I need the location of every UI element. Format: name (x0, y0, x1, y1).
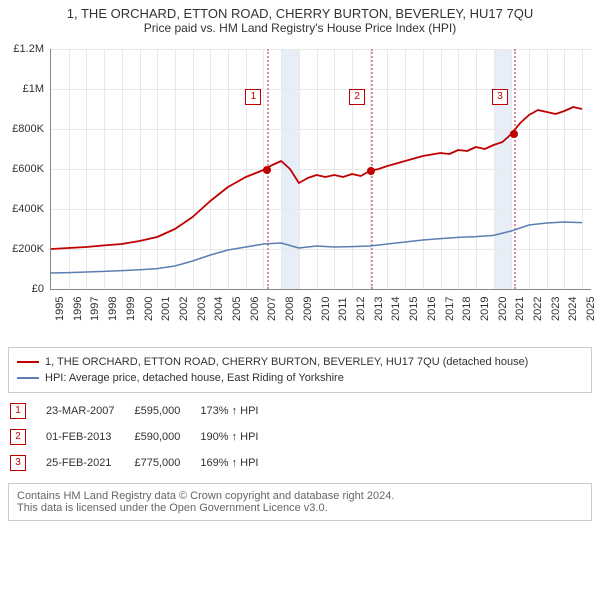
y-axis-label: £600K (0, 163, 44, 175)
sale-row-hpi: 190% ↑ HPI (200, 425, 276, 449)
sale-row-hpi: 173% ↑ HPI (200, 399, 276, 423)
sale-row-price: £590,000 (134, 425, 198, 449)
x-axis-label: 2010 (320, 297, 332, 321)
chart-title: 1, THE ORCHARD, ETTON ROAD, CHERRY BURTO… (0, 0, 600, 21)
chart-subtitle: Price paid vs. HM Land Registry's House … (0, 21, 600, 39)
chart-area: 123 £0 £200K £400K £600K £800K £1M £1.2M 1995 19… (0, 39, 600, 339)
x-axis-label: 2003 (196, 297, 208, 321)
sale-row-hpi: 169% ↑ HPI (200, 451, 276, 475)
footer-attribution: Contains HM Land Registry data © Crown c… (8, 483, 592, 521)
sale-row-date: 01-FEB-2013 (46, 425, 132, 449)
sale-row-badge: 2 (10, 429, 26, 445)
legend: 1, THE ORCHARD, ETTON ROAD, CHERRY BURTO… (8, 347, 592, 393)
sale-row-date: 23-MAR-2007 (46, 399, 132, 423)
sales-table-row: 1 23-MAR-2007£595,000173% ↑ HPI (10, 399, 276, 423)
x-axis-label: 2002 (178, 297, 190, 321)
x-axis-label: 2025 (585, 297, 597, 321)
sale-row-badge: 3 (10, 455, 26, 471)
x-axis-label: 2005 (231, 297, 243, 321)
x-axis-label: 2022 (532, 297, 544, 321)
sale-row-date: 25-FEB-2021 (46, 451, 132, 475)
legend-label-property: 1, THE ORCHARD, ETTON ROAD, CHERRY BURTO… (45, 356, 528, 368)
x-axis-label: 2000 (143, 297, 155, 321)
legend-item-hpi: HPI: Average price, detached house, East… (17, 370, 583, 386)
x-axis-label: 2021 (514, 297, 526, 321)
y-axis-label: £1M (0, 83, 44, 95)
x-axis-label: 2013 (373, 297, 385, 321)
y-axis-label: £1.2M (0, 43, 44, 55)
x-axis-label: 2024 (567, 297, 579, 321)
series-svg (51, 49, 591, 289)
x-axis-label: 2016 (426, 297, 438, 321)
x-axis-label: 2014 (390, 297, 402, 321)
x-axis-label: 2007 (266, 297, 278, 321)
y-axis-label: £200K (0, 243, 44, 255)
y-axis-label: £0 (0, 283, 44, 295)
y-axis-label: £400K (0, 203, 44, 215)
sale-row-price: £595,000 (134, 399, 198, 423)
x-axis-label: 2006 (249, 297, 261, 321)
y-axis-label: £800K (0, 123, 44, 135)
x-axis-label: 2008 (284, 297, 296, 321)
x-axis-label: 2023 (550, 297, 562, 321)
legend-label-hpi: HPI: Average price, detached house, East… (45, 372, 344, 384)
x-axis-label: 1997 (89, 297, 101, 321)
x-axis-label: 1999 (125, 297, 137, 321)
legend-item-property: 1, THE ORCHARD, ETTON ROAD, CHERRY BURTO… (17, 354, 583, 370)
x-axis-label: 1998 (107, 297, 119, 321)
x-axis-label: 1995 (54, 297, 66, 321)
x-axis-label: 2018 (461, 297, 473, 321)
legend-swatch-property (17, 361, 39, 363)
x-axis-label: 2015 (408, 297, 420, 321)
x-axis-label: 2017 (444, 297, 456, 321)
chart-container: 1, THE ORCHARD, ETTON ROAD, CHERRY BURTO… (0, 0, 600, 521)
sale-row-price: £775,000 (134, 451, 198, 475)
sales-table-row: 2 01-FEB-2013£590,000190% ↑ HPI (10, 425, 276, 449)
footer-line-1: Contains HM Land Registry data © Crown c… (17, 490, 583, 502)
x-axis-label: 2001 (160, 297, 172, 321)
sales-table: 1 23-MAR-2007£595,000173% ↑ HPI 2 01-FEB-20… (8, 397, 278, 477)
plot-region: 123 (50, 49, 591, 290)
sale-row-badge: 1 (10, 403, 26, 419)
x-axis-label: 2019 (479, 297, 491, 321)
x-axis-label: 2012 (355, 297, 367, 321)
x-axis-label: 2020 (497, 297, 509, 321)
x-axis-label: 2011 (337, 297, 349, 321)
legend-swatch-hpi (17, 377, 39, 379)
series-line-property (51, 107, 582, 249)
footer-line-2: This data is licensed under the Open Gov… (17, 502, 583, 514)
x-axis-label: 2004 (213, 297, 225, 321)
x-axis-label: 2009 (302, 297, 314, 321)
x-axis-label: 1996 (72, 297, 84, 321)
series-line-hpi (51, 222, 582, 273)
sales-table-row: 3 25-FEB-2021£775,000169% ↑ HPI (10, 451, 276, 475)
